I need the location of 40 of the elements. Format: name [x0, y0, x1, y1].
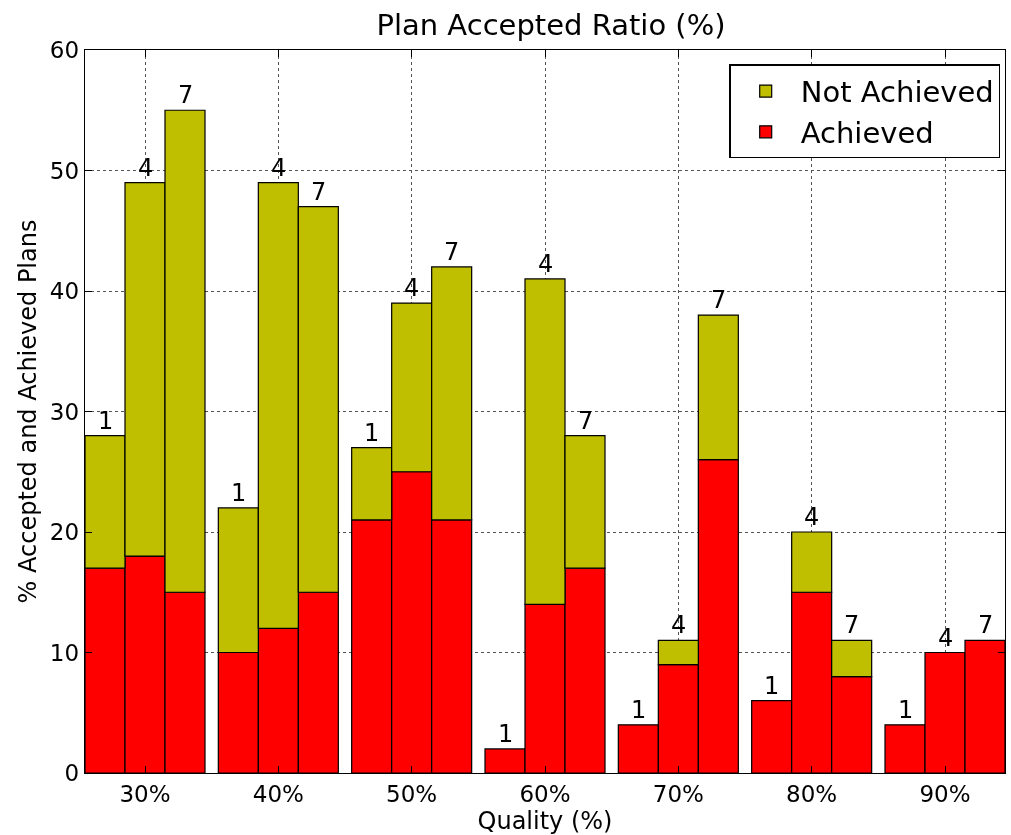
- legend-label: Achieved: [800, 116, 934, 151]
- annotation: 7: [978, 611, 994, 639]
- x-tick-label: 90%: [919, 780, 971, 807]
- y-tick-label: 30: [49, 398, 80, 425]
- y-tick-label: 50: [49, 157, 80, 184]
- annotation: 7: [711, 286, 727, 314]
- annotation: 1: [898, 696, 914, 724]
- x-tick-label: 80%: [786, 780, 838, 807]
- annotation: 1: [364, 419, 380, 447]
- annotation: 7: [844, 611, 860, 639]
- annotation: 7: [578, 407, 594, 435]
- annotation: 1: [98, 407, 114, 435]
- annotation: 4: [538, 250, 554, 278]
- y-axis-title: % Accepted and Achieved Plans: [14, 219, 43, 604]
- x-tick-label: 70%: [652, 780, 704, 807]
- y-tick-label: 20: [49, 519, 80, 546]
- annotation: 7: [444, 238, 460, 266]
- annotation: 4: [271, 154, 287, 182]
- annotation: 1: [498, 720, 514, 748]
- x-tick-label: 30%: [119, 780, 171, 807]
- annotation: 4: [804, 503, 820, 531]
- annotation: 4: [671, 611, 687, 639]
- annotation: 7: [178, 81, 194, 109]
- x-axis-title: Quality (%): [477, 806, 613, 835]
- chart-title: Plan Accepted Ratio (%): [376, 8, 726, 43]
- annotation: 4: [138, 154, 154, 182]
- x-tick-label: 60%: [519, 780, 571, 807]
- annotation: 4: [404, 274, 420, 302]
- annotation: 1: [631, 696, 647, 724]
- x-tick-label: 40%: [252, 780, 304, 807]
- y-tick-label: 40: [49, 278, 80, 305]
- annotation: 7: [311, 178, 327, 206]
- annotation: 1: [764, 672, 780, 700]
- legend-label: Not Achieved: [800, 75, 994, 110]
- x-tick-label: 50%: [386, 780, 438, 807]
- annotation: 4: [938, 624, 954, 652]
- y-tick-label: 60: [49, 37, 80, 64]
- y-tick-label: 10: [49, 639, 80, 666]
- y-tick-label: 0: [64, 760, 80, 787]
- annotation: 1: [231, 479, 247, 507]
